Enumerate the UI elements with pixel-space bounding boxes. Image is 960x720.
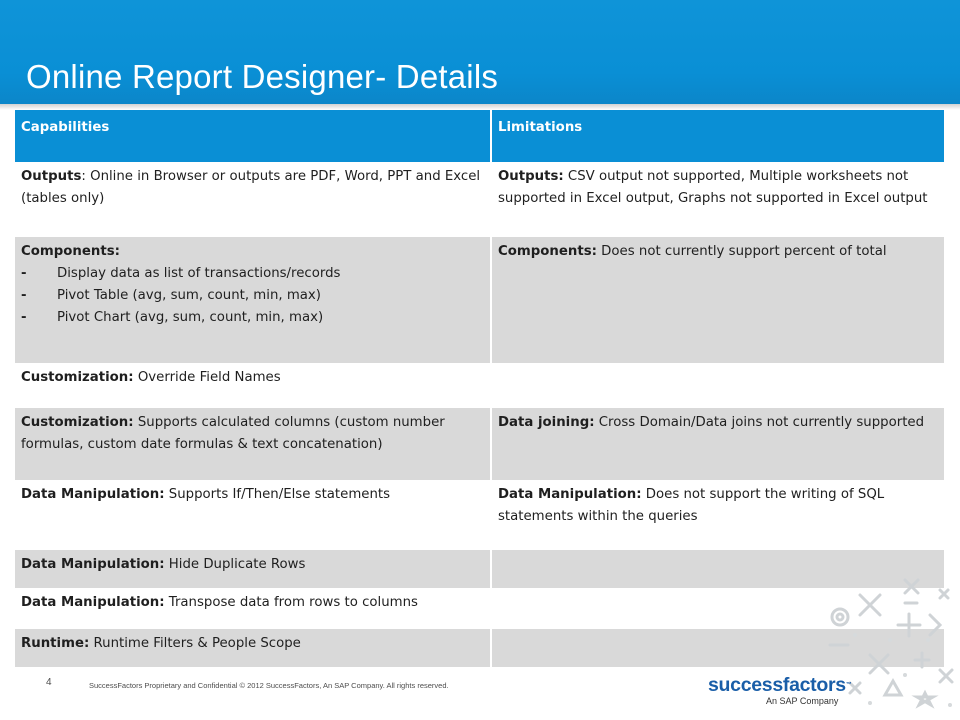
capabilities-limitations-table: Capabilities Limitations Outputs: Online… xyxy=(15,110,944,667)
capability-label: Data Manipulation: xyxy=(21,595,165,610)
table-row: Customization: Supports calculated colum… xyxy=(15,408,944,480)
capability-label: Outputs xyxy=(21,169,82,184)
capability-text: Transpose data from rows to columns xyxy=(164,595,418,610)
limitation-text: Does not currently support percent of to… xyxy=(596,244,887,259)
capability-label: Data Manipulation: xyxy=(21,557,165,572)
title-bar xyxy=(0,0,960,104)
capability-text: Override Field Names xyxy=(133,370,281,385)
table-row: Customization: Override Field Names xyxy=(15,363,944,408)
limitation-cell: Data joining: Cross Domain/Data joins no… xyxy=(490,408,944,480)
logo-trademark: ™ xyxy=(845,682,852,688)
table-row: Outputs: Online in Browser or outputs ar… xyxy=(15,162,944,237)
table-row: Components: Display data as list of tran… xyxy=(15,237,944,363)
capability-cell: Data Manipulation: Transpose data from r… xyxy=(15,588,490,629)
successfactors-logo: successfactors™ An SAP Company xyxy=(708,674,852,708)
capability-cell: Data Manipulation: Supports If/Then/Else… xyxy=(15,480,490,550)
footer-copyright: SuccessFactors Proprietary and Confident… xyxy=(89,681,449,690)
limitation-text: CSV output not supported, Multiple works… xyxy=(498,169,928,206)
capability-cell: Outputs: Online in Browser or outputs ar… xyxy=(15,162,490,237)
limitation-cell: Outputs: CSV output not supported, Multi… xyxy=(490,162,944,237)
decorative-symbols-graphic xyxy=(828,578,954,709)
table-row: Runtime: Runtime Filters & People Scope xyxy=(15,629,944,667)
header-limitations: Limitations xyxy=(490,110,944,162)
limitation-cell-empty xyxy=(490,629,944,667)
limitation-label: Data Manipulation: xyxy=(498,487,642,502)
limitation-cell: Components: Does not currently support p… xyxy=(490,237,944,363)
capability-label: Customization: xyxy=(21,415,134,430)
limitation-text: Does not support the writing of SQL stat… xyxy=(498,487,885,524)
title-bar-shadow xyxy=(0,104,960,110)
table-row: Data Manipulation: Supports If/Then/Else… xyxy=(15,480,944,550)
limitation-label: Components: xyxy=(498,244,597,259)
limitation-cell: Data Manipulation: Does not support the … xyxy=(490,480,944,550)
capability-label: Components: xyxy=(21,244,120,259)
capability-cell: Customization: Override Field Names xyxy=(15,363,490,408)
limitation-label: Data joining: xyxy=(498,415,595,430)
limitation-cell-empty xyxy=(490,363,944,408)
limitation-text: Cross Domain/Data joins not currently su… xyxy=(594,415,925,430)
limitation-cell-empty xyxy=(490,550,944,588)
capability-text: Hide Duplicate Rows xyxy=(164,557,306,572)
list-item: Pivot Chart (avg, sum, count, min, max) xyxy=(21,307,484,329)
table-row: Data Manipulation: Transpose data from r… xyxy=(15,588,944,629)
capability-label: Data Manipulation: xyxy=(21,487,165,502)
list-item: Display data as list of transactions/rec… xyxy=(21,263,484,285)
header-capabilities: Capabilities xyxy=(15,110,490,162)
logo-word-text: successfactors xyxy=(708,674,846,696)
capability-cell: Customization: Supports calculated colum… xyxy=(15,408,490,480)
limitation-label: Outputs: xyxy=(498,169,564,184)
list-item: Pivot Table (avg, sum, count, min, max) xyxy=(21,285,484,307)
slide-title: Online Report Designer- Details xyxy=(26,58,499,95)
capability-text: Supports calculated columns (custom numb… xyxy=(21,415,445,452)
capability-label: Customization: xyxy=(21,370,134,385)
capability-text: Runtime Filters & People Scope xyxy=(89,636,301,651)
capability-cell: Components: Display data as list of tran… xyxy=(15,237,490,363)
capability-text: : Online in Browser or outputs are PDF, … xyxy=(21,169,481,206)
page-number: 4 xyxy=(46,677,52,688)
capability-cell: Data Manipulation: Hide Duplicate Rows xyxy=(15,550,490,588)
logo-subtitle: An SAP Company xyxy=(766,696,839,706)
capability-text: Supports If/Then/Else statements xyxy=(164,487,391,502)
capability-cell: Runtime: Runtime Filters & People Scope xyxy=(15,629,490,667)
capability-label: Runtime: xyxy=(21,636,90,651)
table-header-row: Capabilities Limitations xyxy=(15,110,944,162)
components-list: Display data as list of transactions/rec… xyxy=(21,263,484,329)
table-row: Data Manipulation: Hide Duplicate Rows xyxy=(15,550,944,588)
logo-wordmark: successfactors™ xyxy=(708,674,852,696)
